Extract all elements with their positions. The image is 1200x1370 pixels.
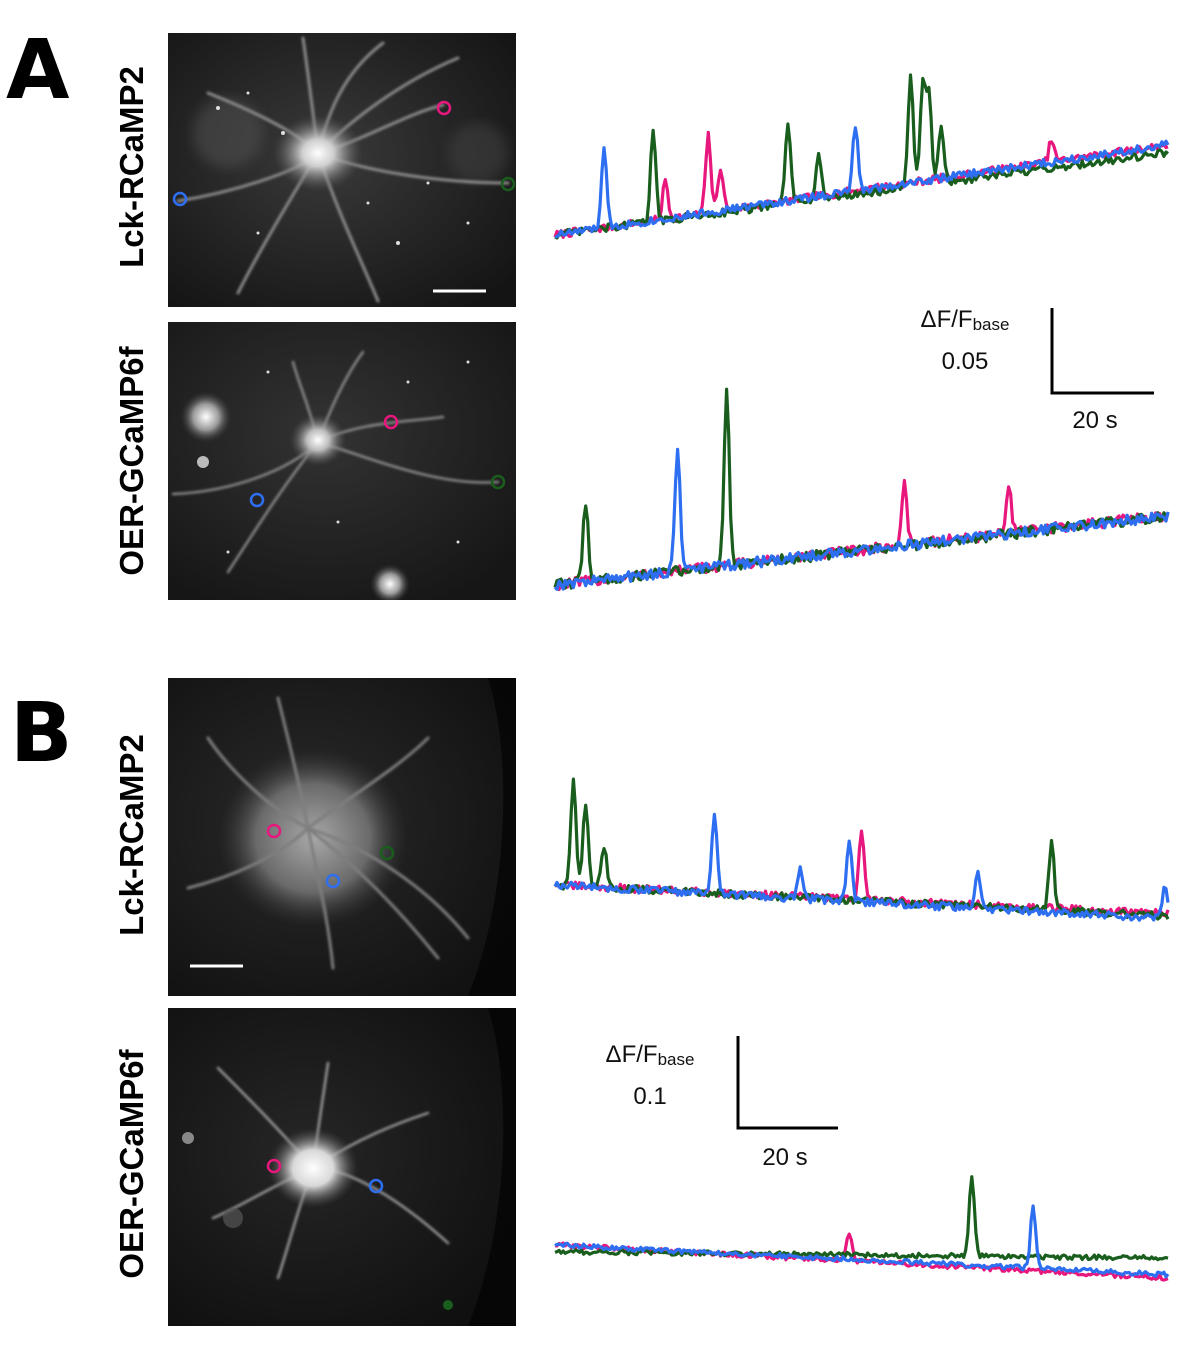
micrograph-a-lck bbox=[168, 33, 516, 307]
micrograph-a-oer bbox=[168, 322, 516, 600]
scale-time-label-b: 20 s bbox=[762, 1144, 808, 1171]
roi-green-marker bbox=[443, 1300, 453, 1310]
scale-bar-a bbox=[1050, 308, 1154, 395]
scale-bar-b bbox=[736, 1036, 838, 1130]
panel-letter-a: A bbox=[6, 23, 70, 118]
trace-line-pink-roi bbox=[553, 478, 1170, 592]
scale-dff-value-a: 0.05 bbox=[941, 348, 989, 375]
roi-pink-marker bbox=[383, 414, 399, 430]
scale-dff-value-b: 0.1 bbox=[633, 1083, 667, 1110]
scale-time-label-a: 20 s bbox=[1072, 407, 1118, 434]
roi-blue-marker bbox=[368, 1178, 384, 1194]
trace-line-blue-roi bbox=[553, 812, 1170, 922]
trace-line-blue-roi bbox=[554, 126, 1170, 239]
trace-line-blue-roi bbox=[554, 1204, 1170, 1279]
roi-pink-marker bbox=[266, 823, 282, 839]
trace-line-green-roi bbox=[554, 73, 1169, 240]
roi-pink-marker bbox=[436, 100, 452, 116]
roi-blue-marker bbox=[172, 191, 188, 207]
trace-plot-b-oer bbox=[554, 1175, 1170, 1282]
row-label-a-oer: OER-GCaMP6f bbox=[113, 346, 150, 576]
trace-line-pink-roi bbox=[554, 829, 1170, 918]
roi-blue-marker bbox=[325, 873, 341, 889]
trace-plot-a-lck bbox=[553, 73, 1170, 240]
micrograph-b-lck bbox=[168, 678, 516, 996]
row-label-b-lck: Lck-RCaMP2 bbox=[113, 734, 150, 936]
row-label-a-lck: Lck-RCaMP2 bbox=[113, 66, 150, 268]
trace-plot-a-oer bbox=[553, 387, 1170, 592]
panel-letter-b: B bbox=[10, 686, 73, 781]
roi-green-marker bbox=[490, 474, 506, 490]
roi-pink-marker bbox=[266, 1158, 282, 1174]
roi-green-marker bbox=[500, 176, 516, 192]
trace-line-green-roi bbox=[553, 777, 1170, 921]
scale-dff-label-b: ΔF/Fbase bbox=[605, 1041, 695, 1069]
roi-blue-marker bbox=[249, 492, 265, 508]
trace-line-blue-roi bbox=[553, 447, 1170, 591]
micrograph-b-oer bbox=[168, 1008, 516, 1326]
scale-dff-label-a: ΔF/Fbase bbox=[920, 306, 1010, 334]
row-label-b-oer: OER-GCaMP6f bbox=[113, 1049, 150, 1279]
trace-plot-b-lck bbox=[553, 777, 1170, 922]
roi-green-marker bbox=[379, 845, 395, 861]
